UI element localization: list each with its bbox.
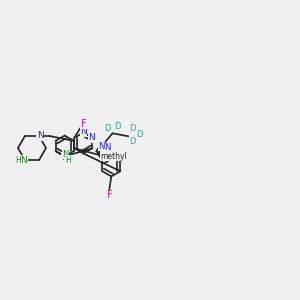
Text: N: N [62,150,69,159]
Text: N: N [80,127,87,136]
Text: D: D [104,124,111,133]
Text: N: N [104,143,111,152]
Text: D: D [114,122,121,131]
Text: H: H [15,156,21,165]
Text: F: F [106,190,112,200]
Text: methyl: methyl [100,152,127,161]
Text: D: D [136,130,143,139]
Text: H: H [66,156,71,165]
Text: D: D [129,137,136,146]
Text: N: N [88,133,95,142]
Text: N: N [98,142,105,151]
Text: N: N [61,153,68,162]
Text: N: N [37,131,44,140]
Text: N: N [21,156,27,165]
Text: F: F [81,119,86,129]
Text: D: D [129,124,136,133]
